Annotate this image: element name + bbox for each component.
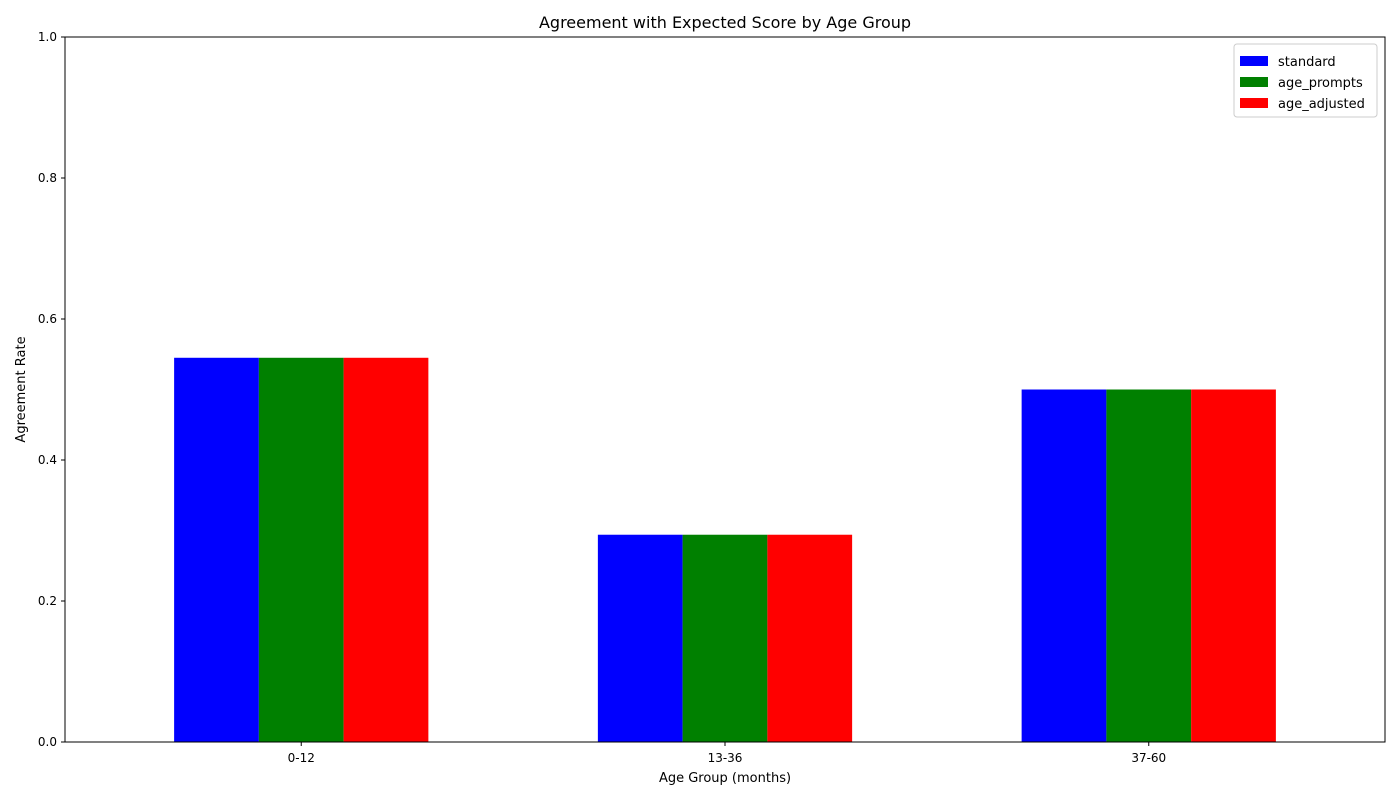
bar-age_prompts-13-36 [682, 534, 768, 742]
bar-age_adjusted-0-12 [343, 357, 429, 742]
plot-frame [64, 36, 1386, 743]
legend-swatch-age_adjusted [1240, 98, 1268, 108]
legend-swatch-standard [1240, 56, 1268, 66]
bar-standard-0-12 [174, 357, 259, 742]
legend-box [1233, 43, 1378, 118]
legend-label-age_prompts: age_prompts [1278, 76, 1363, 91]
bar-standard-13-36 [597, 534, 683, 742]
chart-title: Agreement with Expected Score by Age Gro… [539, 13, 911, 32]
y-tick-label: 1.0 [38, 30, 57, 44]
legend-label-age_adjusted: age_adjusted [1278, 97, 1365, 112]
bar-age_prompts-37-60 [1106, 389, 1192, 742]
y-axis-ticks: 0.0 0.2 0.4 0.6 0.8 1.0 [38, 30, 65, 749]
x-tick-label: 13-36 [708, 751, 743, 765]
y-tick-label: 0.6 [38, 312, 57, 326]
legend-label-standard: standard [1278, 55, 1336, 70]
y-tick-label: 0.2 [38, 594, 57, 608]
x-tick-label: 37-60 [1131, 751, 1166, 765]
y-tick-label: 0.4 [38, 453, 57, 467]
y-axis-label: Agreement Rate [14, 336, 29, 442]
y-tick-label: 0.8 [38, 171, 57, 185]
bar-age_prompts-0-12 [258, 357, 344, 742]
x-tick-label: 0-12 [288, 751, 315, 765]
legend-swatch-age_prompts [1240, 77, 1268, 87]
x-axis-ticks: 0-12 13-36 37-60 [288, 742, 1166, 765]
legend: standard age_prompts age_adjusted [1233, 43, 1378, 118]
y-tick-label: 0.0 [38, 735, 57, 749]
x-axis-label: Age Group (months) [659, 771, 791, 786]
bars-group [174, 357, 1276, 742]
bar-age_adjusted-37-60 [1191, 389, 1276, 742]
bar-age_adjusted-13-36 [767, 534, 853, 742]
bar-standard-37-60 [1021, 389, 1107, 742]
